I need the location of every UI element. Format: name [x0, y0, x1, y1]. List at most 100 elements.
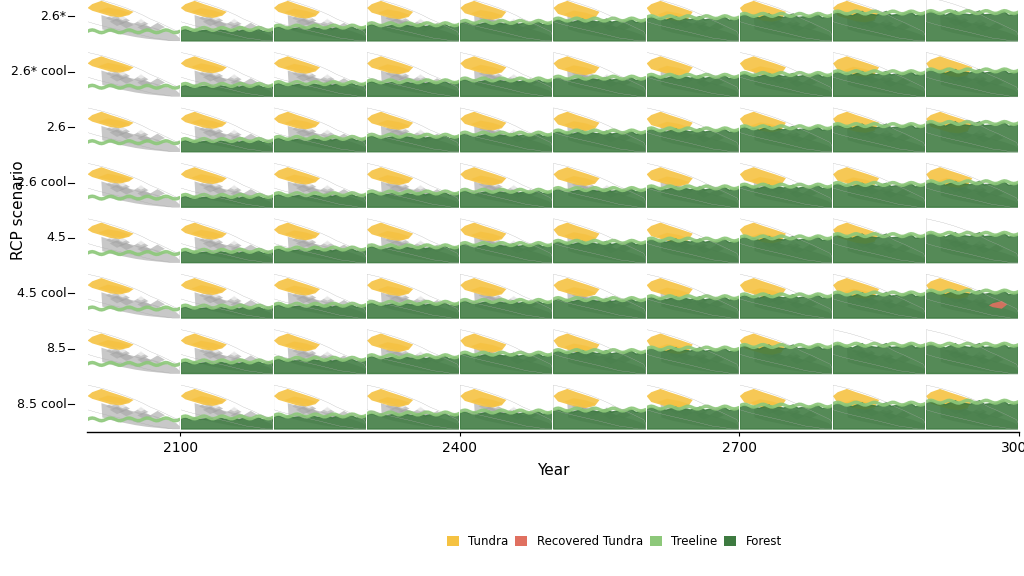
Polygon shape: [953, 238, 969, 245]
Polygon shape: [199, 14, 214, 22]
Polygon shape: [674, 16, 689, 24]
Polygon shape: [101, 70, 180, 96]
Polygon shape: [803, 78, 817, 86]
Polygon shape: [461, 52, 553, 96]
Polygon shape: [940, 348, 1018, 373]
Polygon shape: [883, 24, 897, 32]
Polygon shape: [101, 237, 180, 263]
Polygon shape: [678, 348, 685, 353]
Polygon shape: [482, 74, 498, 82]
Polygon shape: [461, 278, 506, 297]
Polygon shape: [387, 69, 395, 73]
Polygon shape: [319, 297, 335, 304]
Polygon shape: [492, 353, 506, 361]
Polygon shape: [137, 301, 152, 309]
Polygon shape: [487, 404, 503, 412]
Polygon shape: [387, 180, 395, 184]
Polygon shape: [944, 14, 959, 22]
Polygon shape: [319, 20, 335, 27]
Polygon shape: [585, 181, 592, 187]
Polygon shape: [957, 15, 965, 20]
Polygon shape: [288, 181, 367, 207]
Polygon shape: [137, 357, 152, 364]
Polygon shape: [482, 185, 498, 192]
Polygon shape: [368, 219, 459, 263]
Polygon shape: [510, 295, 517, 301]
Polygon shape: [803, 189, 817, 197]
Polygon shape: [201, 291, 209, 295]
Polygon shape: [751, 177, 782, 186]
Polygon shape: [510, 190, 524, 198]
Polygon shape: [212, 21, 226, 28]
Polygon shape: [226, 408, 242, 415]
Text: 2.6: 2.6: [47, 120, 67, 134]
Polygon shape: [948, 18, 963, 26]
Polygon shape: [523, 411, 538, 419]
Polygon shape: [294, 124, 302, 128]
Polygon shape: [510, 407, 517, 411]
Polygon shape: [762, 74, 776, 82]
Polygon shape: [98, 340, 130, 349]
Polygon shape: [378, 175, 410, 184]
Polygon shape: [226, 352, 242, 360]
Polygon shape: [833, 70, 925, 75]
Polygon shape: [768, 349, 782, 357]
Polygon shape: [603, 301, 617, 309]
Polygon shape: [191, 8, 223, 17]
Polygon shape: [133, 352, 148, 360]
Polygon shape: [368, 1, 414, 19]
Polygon shape: [883, 18, 890, 24]
Polygon shape: [553, 240, 645, 244]
Polygon shape: [855, 74, 869, 82]
Polygon shape: [461, 0, 553, 41]
Polygon shape: [119, 348, 126, 353]
Polygon shape: [203, 295, 217, 304]
Polygon shape: [506, 20, 521, 27]
Polygon shape: [669, 351, 684, 359]
Polygon shape: [790, 295, 797, 301]
Polygon shape: [754, 15, 831, 41]
Polygon shape: [274, 194, 367, 207]
Polygon shape: [378, 120, 410, 129]
Polygon shape: [553, 17, 645, 22]
Polygon shape: [647, 1, 692, 21]
Polygon shape: [692, 408, 708, 415]
Polygon shape: [387, 401, 395, 406]
Polygon shape: [387, 13, 395, 18]
Polygon shape: [180, 108, 272, 151]
Polygon shape: [860, 404, 876, 412]
Polygon shape: [324, 412, 338, 420]
Polygon shape: [599, 241, 614, 249]
Polygon shape: [151, 355, 165, 363]
Polygon shape: [386, 236, 400, 244]
Polygon shape: [88, 29, 180, 34]
Polygon shape: [553, 167, 599, 186]
Polygon shape: [847, 126, 925, 151]
Polygon shape: [851, 236, 866, 244]
Polygon shape: [585, 292, 592, 297]
Polygon shape: [430, 411, 444, 419]
Polygon shape: [739, 237, 831, 263]
Polygon shape: [667, 69, 674, 73]
Polygon shape: [106, 236, 121, 244]
Polygon shape: [553, 348, 645, 354]
Polygon shape: [180, 141, 272, 151]
Polygon shape: [603, 190, 617, 198]
Polygon shape: [305, 348, 312, 353]
Polygon shape: [110, 407, 125, 414]
Polygon shape: [88, 334, 133, 350]
Polygon shape: [844, 67, 876, 75]
Polygon shape: [492, 70, 499, 75]
Polygon shape: [288, 237, 367, 263]
Polygon shape: [585, 353, 599, 361]
Polygon shape: [581, 16, 596, 24]
Polygon shape: [647, 112, 692, 132]
Polygon shape: [461, 385, 553, 429]
Polygon shape: [771, 408, 785, 416]
Polygon shape: [305, 131, 319, 139]
Polygon shape: [564, 287, 596, 296]
Polygon shape: [230, 351, 238, 356]
Polygon shape: [926, 56, 972, 77]
Polygon shape: [657, 122, 689, 131]
Polygon shape: [833, 219, 925, 263]
